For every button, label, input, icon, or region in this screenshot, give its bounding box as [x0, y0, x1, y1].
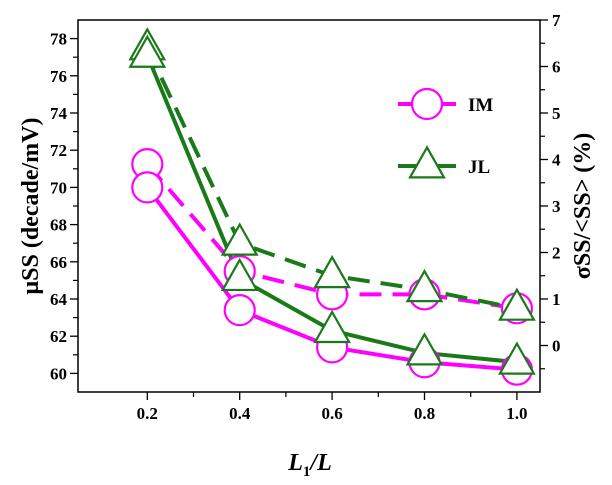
data-point-triangle	[220, 257, 259, 292]
data-point-triangle	[405, 332, 444, 366]
data-point-triangle	[220, 222, 259, 256]
x-tick-label: 1.0	[506, 404, 527, 423]
data-point-triangle	[498, 341, 536, 375]
y-right-tick-label: 7	[552, 11, 561, 30]
y-right-tick-label: 4	[552, 151, 561, 170]
legend-label: IM	[468, 95, 493, 116]
x-axis-title-tail: /L	[308, 450, 331, 476]
data-point-triangle	[408, 145, 446, 179]
y-right-tick-label: 3	[552, 197, 561, 216]
y-left-tick-label: 76	[50, 67, 67, 86]
x-axis-title: L1/L	[287, 450, 332, 480]
x-axis-title-main: L	[287, 450, 303, 476]
x-tick-label: 0.4	[229, 404, 251, 423]
y-left-tick-label: 70	[50, 178, 67, 197]
y-left-axis-title: μSS (decade/mV)	[18, 118, 44, 295]
y-left-tick-label: 72	[50, 141, 67, 160]
y-left-tick-label: 68	[50, 216, 67, 235]
y-right-axis-title: σSS/<SS> (%)	[570, 133, 596, 279]
y-left-tick-label: 62	[50, 327, 67, 346]
x-tick-label: 0.2	[137, 404, 158, 423]
y-left-tick-label: 78	[50, 30, 67, 49]
data-point-circle	[131, 171, 164, 204]
x-tick-label: 0.8	[414, 404, 435, 423]
data-point-triangle	[498, 287, 536, 321]
data-point-triangle	[405, 268, 444, 303]
legend-label: JL	[468, 157, 490, 178]
data-point-circle	[410, 87, 444, 121]
y-left-tick-label: 66	[50, 253, 67, 272]
x-tick-label: 0.6	[321, 404, 342, 423]
y-right-tick-label: 6	[552, 58, 561, 77]
y-left-tick-label: 64	[50, 290, 68, 309]
data-point-triangle	[128, 34, 167, 68]
y-right-tick-label: 2	[552, 244, 561, 263]
y-left-tick-label: 60	[50, 364, 67, 383]
data-point-circle	[223, 294, 256, 327]
data-point-triangle	[313, 309, 351, 344]
y-left-tick-label: 74	[50, 104, 68, 123]
y-right-tick-label: 0	[552, 337, 561, 356]
y-right-tick-label: 5	[552, 104, 561, 123]
data-point-triangle	[313, 254, 351, 289]
y-right-tick-label: 1	[552, 290, 561, 309]
x-axis-title-sub: 1	[303, 464, 311, 480]
